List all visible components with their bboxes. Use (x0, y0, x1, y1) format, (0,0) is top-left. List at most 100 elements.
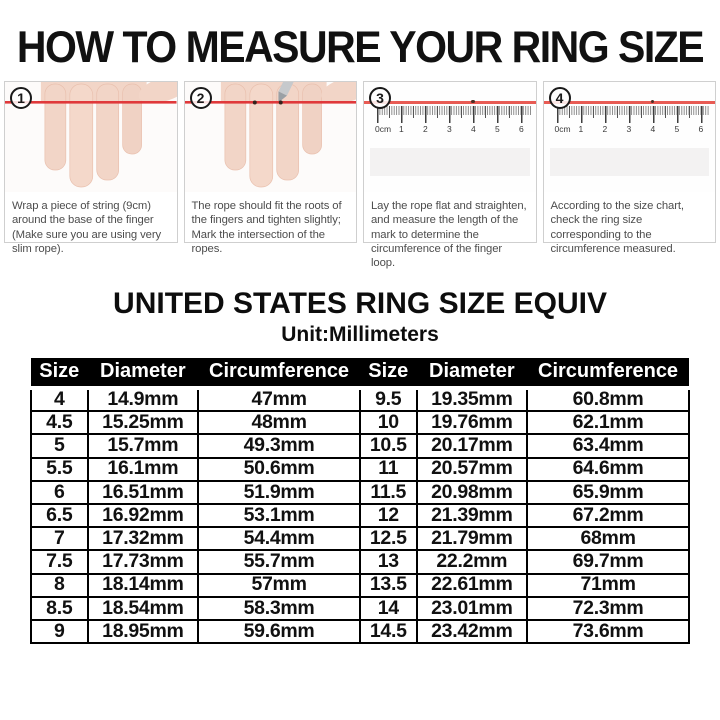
ruler-label: 4 (650, 124, 656, 134)
table-cell: 55.7mm (197, 549, 361, 575)
step-number-badge: 4 (548, 87, 571, 109)
table-cell: 11 (358, 456, 418, 482)
step-caption: Lay the rope flat and straighten, and me… (371, 200, 527, 270)
page-title: HOW TO MEASURE YOUR RING SIZE (16, 22, 705, 72)
table-cell: 15.7mm (86, 433, 200, 459)
table-header-cell: Size (31, 358, 88, 390)
ruler-label: 1 (578, 124, 584, 134)
table-cell: 47mm (197, 386, 361, 413)
table-cell: 5.5 (30, 456, 89, 482)
table-cell: 48mm (197, 410, 361, 436)
step-panel-2: 2 The rope should fit the roots of the f… (183, 81, 357, 255)
table-cell: 8 (30, 572, 89, 598)
table-cell: 16.92mm (86, 502, 200, 529)
table-cell: 10.5 (358, 433, 418, 459)
table-cell: 4 (30, 386, 89, 413)
hand-with-string-image (5, 82, 177, 192)
table-cell: 17.32mm (86, 526, 200, 552)
step-4-image: 0cm 1 2 3 4 5 6 4 (543, 82, 715, 192)
table-cell: 5 (30, 433, 89, 459)
table-cell: 50.6mm (197, 456, 361, 482)
table-row: 8 18.14mm 57mm 13.5 22.61mm 71mm (30, 572, 690, 598)
steps-section: 1 Wrap a piece of string (9cm) around th… (4, 81, 716, 269)
table-cell: 17.73mm (86, 549, 200, 575)
size-chart-unit: Unit:Millimeters (281, 323, 439, 346)
table-cell: 14 (358, 595, 418, 621)
step-number-badge: 1 (10, 87, 32, 109)
table-header-cell: Diameter (87, 358, 199, 390)
table-cell: 20.17mm (415, 433, 529, 459)
table-cell: 59.6mm (197, 618, 361, 645)
table-cell: 72.3mm (526, 595, 690, 621)
table-cell: 20.57mm (415, 456, 529, 482)
table-header-cell: Circumference (527, 358, 689, 390)
ruler-label: 4 (471, 124, 476, 134)
ruler-image: 0cm 1 2 3 4 5 6 (543, 82, 715, 192)
ruler-shadow (549, 148, 709, 176)
table-cell: 73.6mm (526, 618, 690, 645)
table-cell: 19.76mm (415, 410, 529, 436)
ruler-label: 5 (674, 124, 680, 134)
step-caption: Wrap a piece of string (9cm) around the … (12, 200, 162, 256)
table-cell: 6.5 (30, 502, 89, 529)
table-cell: 54.4mm (197, 526, 361, 552)
step-number-badge: 2 (189, 87, 212, 109)
table-header-cell: Diameter (416, 358, 528, 390)
table-cell: 21.79mm (415, 526, 529, 552)
table-cell: 21.39mm (415, 502, 529, 529)
table-row: 7 17.32mm 54.4mm 12.5 21.79mm 68mm (30, 526, 690, 552)
table-cell: 63.4mm (526, 433, 690, 459)
step-1-image: 1 (5, 82, 177, 192)
ruler-label: 3 (447, 124, 452, 134)
table-cell: 9 (30, 618, 89, 645)
table-cell: 16.1mm (86, 456, 200, 482)
ring-size-table: Size Diameter Circumference Size Diameter Cir… (30, 358, 690, 645)
table-cell: 16.51mm (86, 479, 200, 505)
ruler-label: 2 (423, 124, 428, 134)
table-cell: 18.95mm (86, 618, 200, 645)
ruler-label: 0cm (375, 124, 392, 134)
table-cell: 53.1mm (197, 502, 361, 529)
table-cell: 6 (30, 479, 89, 505)
step-number-badge: 3 (369, 87, 391, 109)
step-3-image: 0cm 1 2 3 4 5 6 3 (364, 82, 536, 192)
ruler-shadow (370, 148, 530, 176)
hand-with-string-and-pen-image (184, 82, 356, 192)
table-cell: 20.98mm (415, 479, 529, 505)
ruler-label: 0cm (554, 124, 571, 134)
table-cell: 68mm (526, 526, 690, 552)
table-row: 8.5 18.54mm 58.3mm 14 23.01mm 72.3mm (30, 595, 690, 621)
size-chart-title: UNITED STATES RING SIZE EQUIV (113, 287, 607, 320)
table-row: 4.5 15.25mm 48mm 10 19.76mm 62.1mm (30, 410, 690, 436)
table-cell: 23.42mm (415, 618, 529, 645)
ruler-label: 3 (626, 124, 632, 134)
table-cell: 22.2mm (415, 549, 529, 575)
string-mark (650, 99, 654, 103)
string-mark (471, 99, 475, 103)
table-cell: 58.3mm (197, 595, 361, 621)
step-panel-4: 0cm 1 2 3 4 5 6 4 According to the size … (542, 81, 716, 255)
table-row: 6.5 16.92mm 53.1mm 12 21.39mm 67.2mm (30, 502, 690, 529)
table-cell: 10 (358, 410, 418, 436)
ruler-label: 1 (399, 124, 404, 134)
table-cell: 14.5 (358, 618, 418, 645)
table-cell: 23.01mm (415, 595, 529, 621)
table-header-cell: Circumference (198, 358, 360, 390)
table-cell: 9.5 (358, 386, 418, 413)
table-header: Size Diameter Circumference Size Diameter Cir… (31, 358, 689, 390)
table-cell: 7 (30, 526, 89, 552)
ruler-label: 5 (495, 124, 500, 134)
table-cell: 8.5 (30, 595, 89, 621)
ruler-ticks (377, 106, 531, 123)
table-cell: 22.61mm (415, 572, 529, 598)
table-row: 9 18.95mm 59.6mm 14.5 23.42mm 73.6mm (30, 618, 690, 645)
table-cell: 57mm (197, 572, 361, 598)
table-row: 7.5 17.73mm 55.7mm 13 22.2mm 69.7mm (30, 549, 690, 575)
table-cell: 15.25mm (86, 410, 200, 436)
table-cell: 14.9mm (86, 386, 200, 413)
step-caption: The rope should fit the roots of the fin… (191, 200, 342, 256)
ruler-ticks (556, 106, 710, 123)
table-cell: 19.35mm (415, 386, 529, 413)
step-panel-1: 1 Wrap a piece of string (9cm) around th… (4, 81, 178, 255)
table-cell: 12 (358, 502, 418, 529)
